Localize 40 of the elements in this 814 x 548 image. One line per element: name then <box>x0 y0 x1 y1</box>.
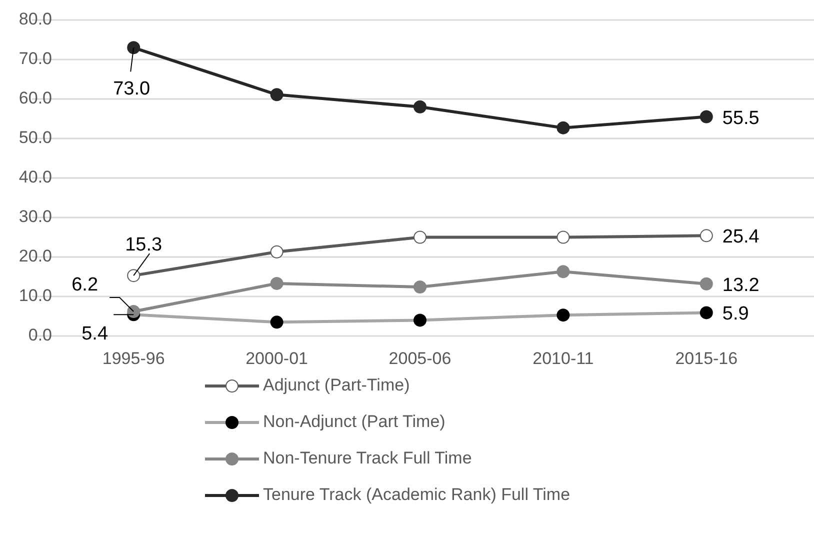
legend-label: Adjunct (Part-Time) <box>263 375 410 394</box>
point <box>700 110 713 124</box>
legend-label: Non-Adjunct (Part Time) <box>263 412 446 431</box>
x-tick-label: 2010-11 <box>532 349 594 368</box>
y-tick-label: 60.0 <box>18 88 52 108</box>
data-label: 13.2 <box>722 274 760 296</box>
point <box>414 100 426 114</box>
data-label: 5.4 <box>82 324 108 345</box>
x-tick-label: 2005-06 <box>388 349 452 368</box>
data-label: 73.0 <box>113 78 150 100</box>
y-tick-label: 30.0 <box>18 206 52 226</box>
point <box>270 245 284 258</box>
point <box>414 280 426 294</box>
legend-label: Tenure Track (Academic Rank) Full Time <box>263 484 570 504</box>
data-label: 5.9 <box>722 304 749 325</box>
x-tick-label: 2000-01 <box>246 349 308 368</box>
y-tick-label: 40.0 <box>18 167 52 186</box>
data-label: 6.2 <box>72 274 98 296</box>
point <box>127 41 140 54</box>
y-tick-label: 10.0 <box>18 286 52 305</box>
y-tick-label: 20.0 <box>18 246 52 266</box>
point <box>270 88 284 102</box>
point <box>556 230 570 244</box>
data-label: 25.4 <box>722 226 760 248</box>
y-tick-label: 50.0 <box>18 128 52 147</box>
point <box>414 230 426 244</box>
point <box>700 229 713 242</box>
point <box>700 277 713 290</box>
data-label: 15.3 <box>125 234 162 256</box>
point <box>270 276 284 290</box>
x-tick-label: 2015-16 <box>675 349 738 368</box>
y-tick-label: 70.0 <box>18 48 52 68</box>
y-tick-label: 0.0 <box>28 325 52 344</box>
data-label: 55.5 <box>722 108 760 129</box>
point <box>556 121 570 134</box>
legend-label: Non-Tenure Track Full Time <box>263 448 472 468</box>
x-tick-label: 1995-96 <box>102 349 165 368</box>
point <box>556 265 570 278</box>
point <box>127 269 140 282</box>
y-tick-label: 80.0 <box>18 9 52 28</box>
